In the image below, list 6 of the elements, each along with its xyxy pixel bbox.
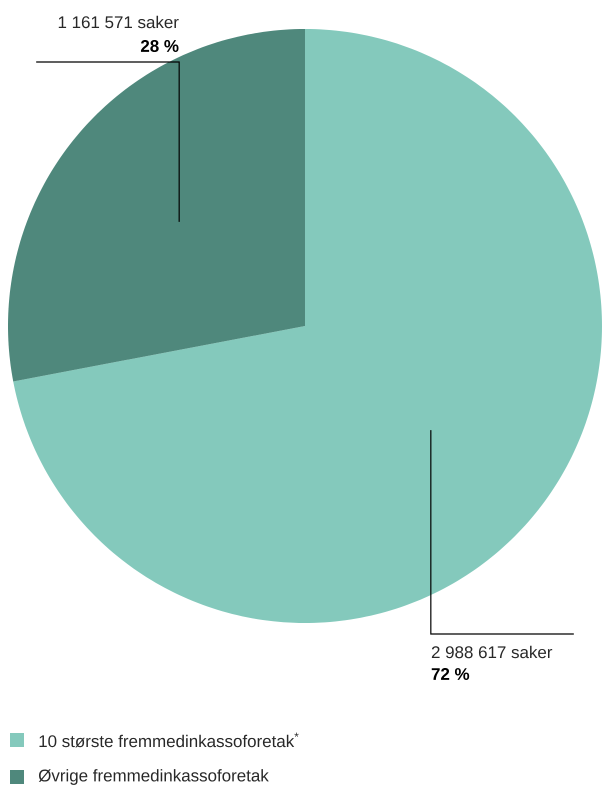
data-label: 2 988 617 saker xyxy=(432,646,552,658)
legend-label: Øvrige fremmedinkassoforetak xyxy=(38,769,269,785)
legend-label: 10 største fremmedinkassoforetak$^{*}$ xyxy=(39,732,299,748)
text: 28 % xyxy=(140,40,178,52)
data-label: 1 161 571 saker xyxy=(58,16,179,28)
text: 72 % xyxy=(432,668,470,680)
